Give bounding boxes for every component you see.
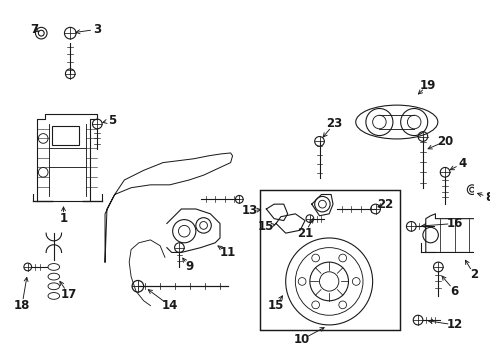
Text: 5: 5 bbox=[108, 114, 116, 127]
Text: 14: 14 bbox=[162, 299, 178, 312]
Text: 18: 18 bbox=[14, 299, 30, 312]
Text: 2: 2 bbox=[470, 268, 478, 281]
Text: 10: 10 bbox=[294, 333, 310, 346]
Text: 17: 17 bbox=[60, 288, 76, 301]
Bar bbox=[260, 190, 400, 330]
Text: 15: 15 bbox=[258, 220, 274, 233]
Text: 4: 4 bbox=[458, 157, 466, 170]
Text: 1: 1 bbox=[59, 212, 68, 225]
Text: 9: 9 bbox=[185, 260, 193, 274]
Text: 20: 20 bbox=[437, 135, 453, 148]
Text: 19: 19 bbox=[419, 79, 436, 92]
Text: 13: 13 bbox=[242, 204, 258, 217]
Text: 16: 16 bbox=[446, 217, 463, 230]
Text: 8: 8 bbox=[486, 191, 490, 204]
Text: 15: 15 bbox=[268, 299, 284, 312]
Text: 21: 21 bbox=[297, 227, 313, 240]
Bar bbox=[52, 126, 79, 145]
Text: 11: 11 bbox=[220, 246, 236, 259]
Text: 7: 7 bbox=[30, 23, 39, 36]
Text: 23: 23 bbox=[326, 117, 342, 130]
Text: 6: 6 bbox=[451, 285, 459, 298]
Text: 12: 12 bbox=[447, 318, 463, 332]
Text: 22: 22 bbox=[377, 198, 393, 211]
Text: 3: 3 bbox=[93, 23, 101, 36]
